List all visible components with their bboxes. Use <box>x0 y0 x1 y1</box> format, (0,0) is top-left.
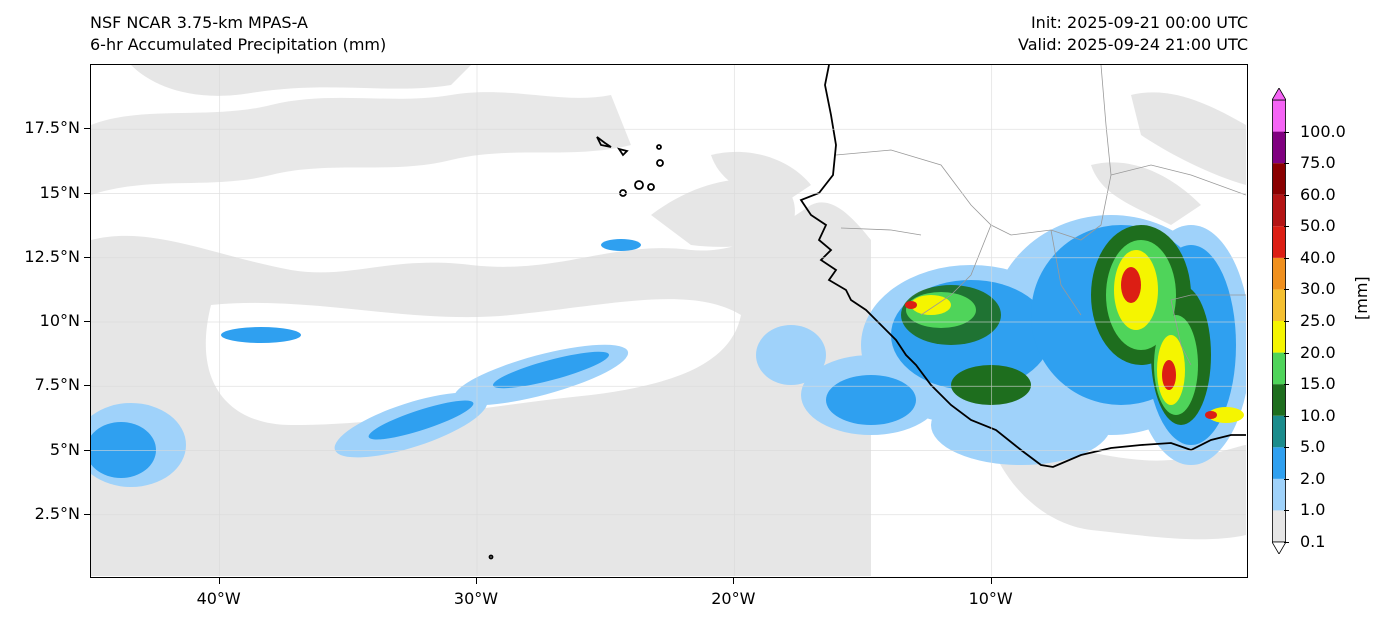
colorbar-segment <box>1272 289 1286 321</box>
colorbar-tick <box>1284 194 1289 196</box>
x-tick-label: 20°W <box>711 589 756 608</box>
colorbar-tick <box>1284 352 1289 354</box>
y-tick-label: 15°N <box>39 182 80 202</box>
colorbar-segment <box>1272 226 1286 258</box>
colorbar-level-label: 0.1 <box>1300 532 1326 551</box>
gridlines <box>91 65 1247 577</box>
colorbar-segment <box>1272 510 1286 542</box>
x-tick-mark <box>476 578 477 584</box>
colorbar-tick <box>1284 447 1289 449</box>
colorbar-tick <box>1284 542 1289 543</box>
y-tick-label: 12.5°N <box>24 246 80 266</box>
map-panel <box>90 64 1248 578</box>
extreme-precip <box>905 267 1217 419</box>
model-title: NSF NCAR 3.75-km MPAS-A <box>90 13 308 32</box>
colorbar-tick <box>1284 478 1289 480</box>
valid-time: Valid: 2025-09-24 21:00 UTC <box>1017 35 1248 54</box>
colorbar-level-label: 50.0 <box>1300 216 1336 236</box>
colorbar-level-label: 2.0 <box>1300 468 1326 488</box>
x-tick-label: 40°W <box>196 589 241 608</box>
colorbar-level-label: 30.0 <box>1300 279 1336 299</box>
colorbar <box>1272 88 1286 554</box>
colorbar-segment <box>1272 163 1286 195</box>
colorbar-segment <box>1272 194 1286 227</box>
colorbar-level-label: 100.0 <box>1300 121 1346 141</box>
colorbar-level-label: 10.0 <box>1300 405 1336 425</box>
y-tick-mark <box>84 385 90 387</box>
colorbar-level-label: 15.0 <box>1300 374 1336 394</box>
colorbar-tick <box>1284 415 1289 417</box>
colorbar-segment <box>1272 415 1286 448</box>
dry-region <box>205 181 742 425</box>
y-tick-label: 17.5°N <box>24 118 80 138</box>
country-borders <box>835 65 1247 366</box>
colorbar-segment <box>1272 100 1286 132</box>
y-tick-label: 5°N <box>49 439 80 459</box>
init-time: Init: 2025-09-21 00:00 UTC <box>1030 13 1248 32</box>
colorbar-level-label: 40.0 <box>1300 247 1336 267</box>
colorbar-segment <box>1272 131 1286 164</box>
coastline <box>799 65 1246 468</box>
colorbar-level-label: 25.0 <box>1300 311 1336 330</box>
colorbar-level-label: 5.0 <box>1300 437 1326 457</box>
header-right: Init: 2025-09-21 00:00 UTC Valid: 2025-0… <box>1018 12 1248 56</box>
x-tick-label: 30°W <box>453 589 499 608</box>
cape-verde-islands <box>488 136 664 560</box>
x-tick-mark <box>733 578 735 584</box>
colorbar-tick <box>1284 226 1289 228</box>
colorbar-tick <box>1284 321 1289 322</box>
y-tick-mark <box>84 513 90 515</box>
x-tick-label: 10°W <box>968 589 1013 608</box>
y-tick-label: 10°N <box>39 311 80 330</box>
colorbar-level-label: 20.0 <box>1300 342 1336 362</box>
colorbar-tick <box>1284 131 1289 133</box>
y-tick-label: 7.5°N <box>34 375 80 395</box>
colorbar-units: [mm] <box>1352 276 1371 320</box>
colorbar-segment <box>1272 478 1286 511</box>
colorbar-level-label: 1.0 <box>1300 500 1326 520</box>
x-tick-mark <box>990 578 992 584</box>
colorbar-tick <box>1284 289 1289 291</box>
colorbar-segment <box>1272 321 1286 353</box>
y-tick-mark <box>84 192 90 194</box>
colorbar-tick <box>1284 163 1289 165</box>
colorbar-segment <box>1272 384 1286 416</box>
y-tick-mark <box>84 128 90 130</box>
field-title: 6-hr Accumulated Precipitation (mm) <box>90 35 387 54</box>
colorbar-segment <box>1272 257 1286 290</box>
colorbar-segment <box>1272 447 1286 479</box>
colorbar-tick <box>1284 384 1289 386</box>
colorbar-segment <box>1272 352 1286 385</box>
colorbar-tick <box>1284 257 1289 259</box>
y-tick-label: 2.5°N <box>34 503 80 523</box>
x-tick-mark <box>218 578 220 584</box>
y-tick-mark <box>84 256 90 258</box>
y-tick-mark <box>84 449 90 451</box>
header-left: NSF NCAR 3.75-km MPAS-A 6-hr Accumulated… <box>90 12 386 56</box>
colorbar-level-label: 60.0 <box>1300 184 1336 204</box>
colorbar-level-label: 75.0 <box>1300 153 1336 173</box>
colorbar-tick <box>1284 510 1289 512</box>
precip-map <box>91 65 1247 577</box>
y-tick-mark <box>84 321 90 322</box>
